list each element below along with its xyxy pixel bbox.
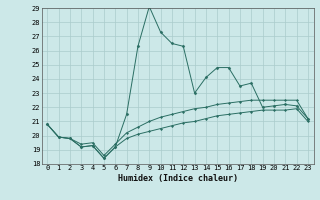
X-axis label: Humidex (Indice chaleur): Humidex (Indice chaleur) [118, 174, 237, 183]
